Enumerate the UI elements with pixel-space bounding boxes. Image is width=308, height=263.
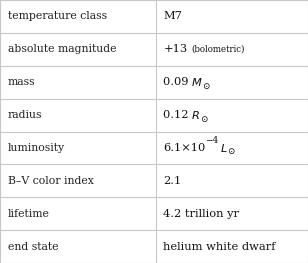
Text: ⊙: ⊙ (200, 114, 207, 124)
Text: helium white dwarf: helium white dwarf (163, 241, 276, 252)
Text: lifetime: lifetime (8, 209, 50, 219)
Text: $L$: $L$ (220, 142, 227, 154)
Text: 0.12: 0.12 (163, 110, 191, 120)
Text: $M$: $M$ (191, 76, 202, 88)
Text: (bolometric): (bolometric) (191, 45, 245, 54)
Text: 6.1×10: 6.1×10 (163, 143, 205, 153)
Text: +13: +13 (163, 44, 187, 54)
Text: absolute magnitude: absolute magnitude (8, 44, 116, 54)
Text: ⊙: ⊙ (202, 82, 210, 91)
Text: −4: −4 (205, 136, 219, 145)
Text: ⊙: ⊙ (227, 147, 235, 156)
Text: M7: M7 (163, 11, 182, 22)
Text: 0.09: 0.09 (163, 77, 191, 87)
Text: 4.2 trillion yr: 4.2 trillion yr (163, 209, 239, 219)
Text: mass: mass (8, 77, 35, 87)
Text: 2.1: 2.1 (163, 176, 181, 186)
Text: radius: radius (8, 110, 42, 120)
Text: luminosity: luminosity (8, 143, 65, 153)
Text: $R$: $R$ (191, 109, 200, 121)
Text: end state: end state (8, 241, 58, 252)
Text: B–V color index: B–V color index (8, 176, 94, 186)
Text: temperature class: temperature class (8, 11, 107, 22)
